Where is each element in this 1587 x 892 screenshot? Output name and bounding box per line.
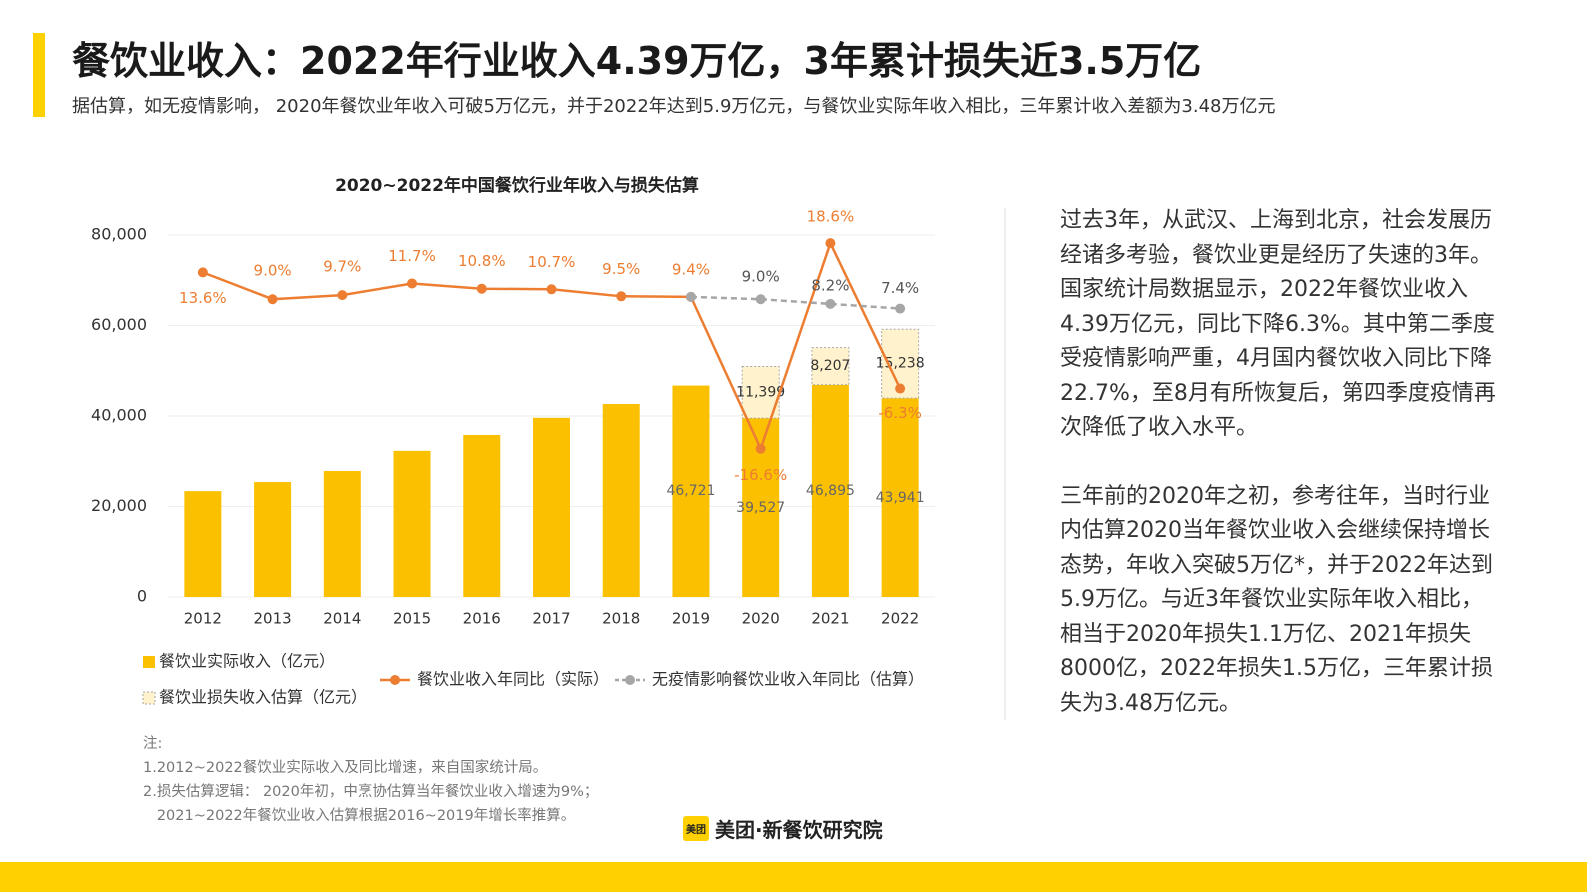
y-tick-label: 40,000: [91, 406, 147, 425]
x-tick-label: 2012: [184, 610, 222, 628]
line-value-label: 9.0%: [254, 262, 292, 280]
bar: [184, 491, 222, 597]
legend-label: 餐饮业收入年同比（实际）: [417, 670, 609, 689]
bar-value-label: 11,399: [736, 384, 785, 400]
footer-band: [0, 862, 1587, 892]
chart-title: 2020~2022年中国餐饮行业年收入与损失估算: [335, 175, 699, 196]
line-marker: [755, 443, 766, 454]
note: 2021~2022年餐饮业收入估算根据2016~2019年增长率推算。: [143, 808, 576, 824]
legend-label: 餐饮业实际收入（亿元）: [159, 652, 335, 671]
line-value-label: 9.4%: [672, 260, 710, 278]
y-tick-label: 80,000: [91, 225, 147, 244]
x-tick-label: 2016: [463, 610, 501, 628]
line-value-label: 8.2%: [811, 276, 849, 294]
line-marker: [616, 291, 627, 302]
note: 注:: [143, 736, 163, 752]
bar: [811, 347, 850, 386]
x-tick-label: 2013: [253, 610, 291, 628]
line-value-label: 10.8%: [458, 252, 506, 270]
bar: [254, 482, 292, 597]
bar-value-label: 46,721: [666, 483, 715, 499]
x-tick-label: 2017: [532, 610, 570, 628]
line-marker: [267, 294, 278, 305]
line-value-label: 9.5%: [602, 260, 640, 278]
legend-swatch: [142, 691, 156, 705]
bar-value-label: 43,941: [876, 490, 925, 506]
line-marker: [476, 283, 487, 294]
line-marker: [685, 291, 696, 302]
bar-value-label: 15,238: [876, 356, 925, 372]
bar: [811, 384, 849, 597]
x-tick-label: 2018: [602, 610, 640, 628]
bar: [323, 470, 361, 597]
note: 2.损失估算逻辑： 2020年初，中烹协估算当年餐饮业收入增速为9%；: [143, 784, 599, 800]
x-tick-label: 2014: [323, 610, 361, 628]
line-value-label: 13.6%: [179, 289, 227, 307]
line-value-label: 10.7%: [528, 253, 576, 271]
line-marker: [895, 303, 906, 314]
logo: 美团 美团·新餐饮研究院: [683, 814, 883, 843]
x-tick-label: 2019: [672, 610, 710, 628]
line-marker: [546, 284, 557, 295]
bar: [463, 435, 501, 597]
line: [690, 295, 901, 310]
line-value-label: 18.6%: [807, 208, 855, 226]
bar-value-label: 39,527: [736, 500, 785, 516]
bar: [393, 450, 431, 597]
legend-swatch: [625, 675, 635, 685]
line-marker: [825, 238, 836, 249]
paragraph: 过去3年，从武汉、上海到北京，社会发展历经诸多考验，餐饮业更是经历了失速的3年。…: [1060, 208, 1496, 440]
x-tick-label: 2020: [742, 610, 780, 628]
legend-swatch: [143, 656, 155, 668]
legend-label: 餐饮业损失收入估算（亿元）: [159, 688, 367, 707]
line-value-label: -6.3%: [878, 404, 922, 422]
x-tick-label: 2022: [881, 610, 919, 628]
line-marker: [825, 298, 836, 309]
line-marker: [197, 267, 208, 278]
logo-icon: 美团: [683, 816, 709, 841]
bar: [533, 417, 570, 597]
legend-label: 无疫情影响餐饮业收入年同比（估算）: [652, 670, 924, 689]
note: 1.2012~2022餐饮业实际收入及同比增速，来自国家统计局。: [143, 760, 548, 776]
legend-swatch: [390, 675, 400, 685]
bar: [881, 398, 919, 597]
bar: [602, 404, 640, 597]
y-tick-label: 60,000: [91, 315, 147, 334]
page-title: 餐饮业收入：2022年行业收入4.39万亿，3年累计损失近3.5万亿: [72, 39, 1202, 83]
line-value-label: -16.6%: [734, 466, 787, 484]
logo-text: 美团·新餐饮研究院: [715, 818, 883, 842]
line-value-label: 7.4%: [881, 279, 919, 297]
bar-value-label: 46,895: [806, 483, 855, 499]
y-tick-label: 20,000: [91, 496, 147, 515]
line-value-label: 11.7%: [388, 247, 436, 265]
bar: [672, 385, 710, 597]
line-marker: [895, 383, 906, 394]
line-marker: [407, 278, 418, 289]
x-tick-label: 2015: [393, 610, 431, 628]
paragraph: 三年前的2020年之初，参考往年，当时行业内估算2020当年餐饮业收入会继续保持…: [1060, 483, 1493, 716]
x-tick-label: 2021: [811, 610, 849, 628]
side-text: 过去3年，从武汉、上海到北京，社会发展历经诸多考验，餐饮业更是经历了失速的3年。…: [1060, 204, 1500, 755]
page-subtitle: 据估算，如无疫情影响， 2020年餐饮业年收入可破5万亿元，并于2022年达到5…: [72, 96, 1276, 117]
notes: 注: 1.2012~2022餐饮业实际收入及同比增速，来自国家统计局。 2.损失…: [143, 732, 598, 828]
line-marker: [337, 290, 348, 301]
bar-value-label: 8,207: [810, 358, 850, 374]
y-tick-label: 0: [137, 587, 147, 606]
line-value-label: 9.7%: [323, 258, 361, 276]
line-marker: [755, 294, 766, 305]
accent-bar: [33, 33, 45, 117]
line-value-label: 9.0%: [742, 268, 780, 286]
